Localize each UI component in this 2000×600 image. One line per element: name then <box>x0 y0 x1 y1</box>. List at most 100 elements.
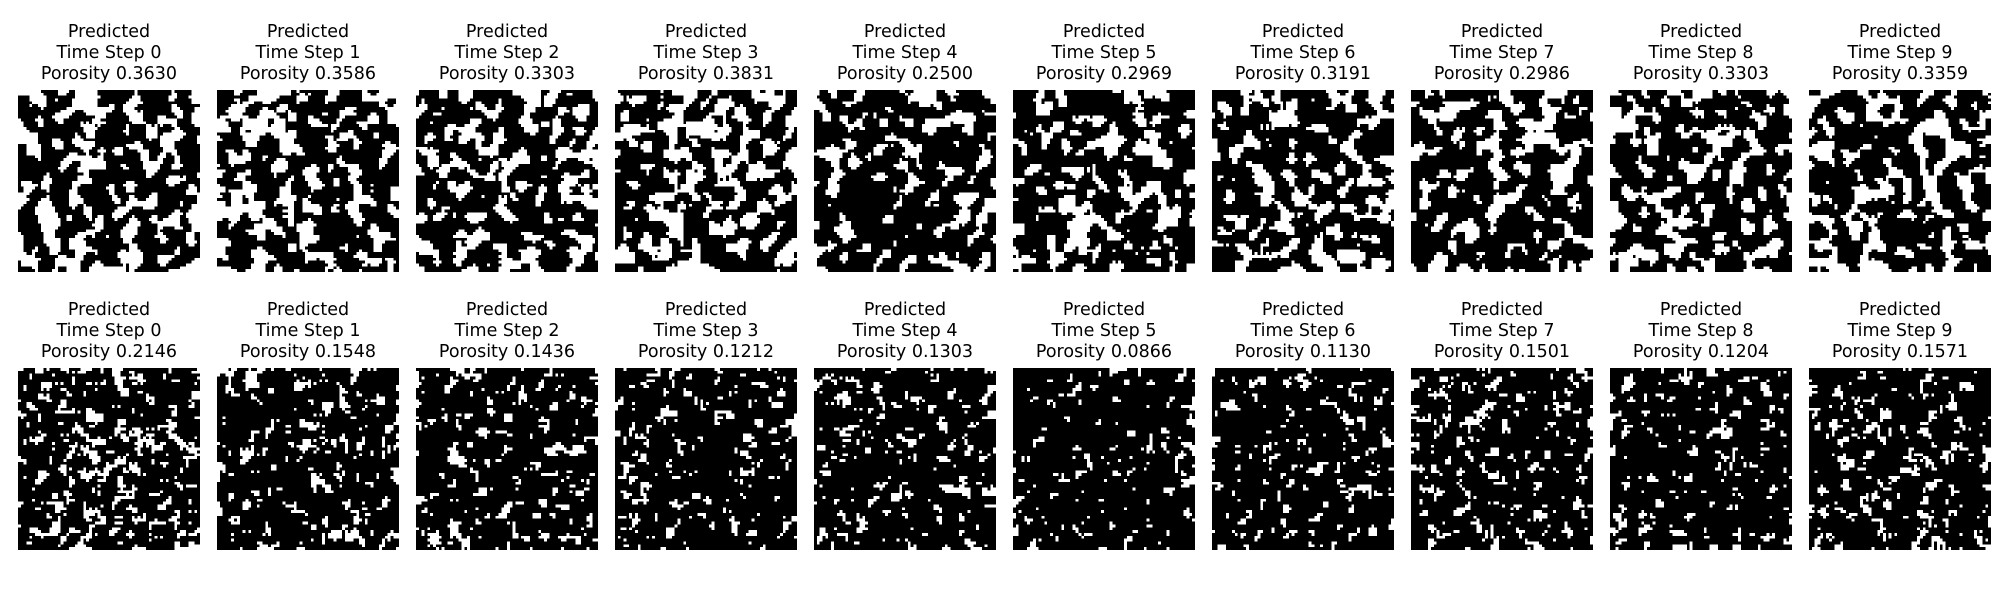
title-line1: Predicted <box>1062 22 1146 42</box>
microstructure-image <box>1212 90 1394 272</box>
title-line2: Time Step 0 <box>56 43 162 63</box>
panel-row1-step5: Predicted Time Step 5 Porosity 0.2969 <box>1013 22 1195 272</box>
panel-row1-step2: Predicted Time Step 2 Porosity 0.3303 <box>416 22 598 272</box>
microstructure-image <box>416 368 598 550</box>
title-line3: Porosity 0.3191 <box>1234 64 1372 84</box>
title-line2: Time Step 1 <box>255 43 361 63</box>
title-line3: Porosity 0.3630 <box>40 64 178 84</box>
title-line1: Predicted <box>1659 300 1743 320</box>
title-line3: Porosity 0.1130 <box>1234 342 1372 362</box>
title-line2: Time Step 6 <box>1250 43 1356 63</box>
title-line2: Time Step 6 <box>1250 321 1356 341</box>
title-line1: Predicted <box>1261 22 1345 42</box>
title-line3: Porosity 0.1571 <box>1831 342 1969 362</box>
microstructure-image <box>1411 90 1593 272</box>
microstructure-image <box>1411 368 1593 550</box>
microstructure-image <box>1809 368 1991 550</box>
panel-title: Predicted Time Step 1 Porosity 0.1548 <box>197 300 419 363</box>
title-line2: Time Step 8 <box>1648 43 1754 63</box>
title-line1: Predicted <box>266 300 350 320</box>
title-line2: Time Step 4 <box>852 43 958 63</box>
title-line1: Predicted <box>465 300 549 320</box>
microstructure-image <box>1013 368 1195 550</box>
panel-row2-step4: Predicted Time Step 4 Porosity 0.1303 <box>814 300 996 550</box>
panel-row1-step8: Predicted Time Step 8 Porosity 0.3303 <box>1610 22 1792 272</box>
title-line3: Porosity 0.1548 <box>239 342 377 362</box>
microstructure-image <box>217 368 399 550</box>
title-line2: Time Step 3 <box>653 321 759 341</box>
panel-row1-step4: Predicted Time Step 4 Porosity 0.2500 <box>814 22 996 272</box>
panel-row1-step9: Predicted Time Step 9 Porosity 0.3359 <box>1809 22 1991 272</box>
panel-row2-step7: Predicted Time Step 7 Porosity 0.1501 <box>1411 300 1593 550</box>
panel-title: Predicted Time Step 2 Porosity 0.1436 <box>396 300 618 363</box>
title-line1: Predicted <box>67 300 151 320</box>
title-line3: Porosity 0.2146 <box>40 342 178 362</box>
title-line1: Predicted <box>863 22 947 42</box>
microstructure-image <box>814 90 996 272</box>
title-line3: Porosity 0.1303 <box>836 342 974 362</box>
title-line1: Predicted <box>1659 22 1743 42</box>
title-line2: Time Step 9 <box>1847 43 1953 63</box>
title-line1: Predicted <box>465 22 549 42</box>
microstructure-image <box>1212 368 1394 550</box>
panel-row2-step3: Predicted Time Step 3 Porosity 0.1212 <box>615 300 797 550</box>
panel-title: Predicted Time Step 8 Porosity 0.1204 <box>1590 300 1812 363</box>
panel-title: Predicted Time Step 4 Porosity 0.1303 <box>794 300 1016 363</box>
microstructure-image <box>1809 90 1991 272</box>
panel-row2-step1: Predicted Time Step 1 Porosity 0.1548 <box>217 300 399 550</box>
title-line2: Time Step 2 <box>454 43 560 63</box>
panel-title: Predicted Time Step 6 Porosity 0.1130 <box>1192 300 1414 363</box>
title-line3: Porosity 0.3586 <box>239 64 377 84</box>
title-line2: Time Step 5 <box>1051 321 1157 341</box>
panel-title: Predicted Time Step 0 Porosity 0.3630 <box>0 22 220 85</box>
title-line2: Time Step 4 <box>852 321 958 341</box>
microstructure-image <box>18 90 200 272</box>
title-line1: Predicted <box>1858 22 1942 42</box>
panel-row1-step0: Predicted Time Step 0 Porosity 0.3630 <box>18 22 200 272</box>
panel-row1-step1: Predicted Time Step 1 Porosity 0.3586 <box>217 22 399 272</box>
panel-row1-step6: Predicted Time Step 6 Porosity 0.3191 <box>1212 22 1394 272</box>
panel-row2-step6: Predicted Time Step 6 Porosity 0.1130 <box>1212 300 1394 550</box>
title-line3: Porosity 0.2500 <box>836 64 974 84</box>
title-line3: Porosity 0.3359 <box>1831 64 1969 84</box>
panel-row1-step3: Predicted Time Step 3 Porosity 0.3831 <box>615 22 797 272</box>
panel-title: Predicted Time Step 3 Porosity 0.3831 <box>595 22 817 85</box>
title-line3: Porosity 0.1501 <box>1433 342 1571 362</box>
title-line2: Time Step 8 <box>1648 321 1754 341</box>
panel-title: Predicted Time Step 3 Porosity 0.1212 <box>595 300 817 363</box>
title-line2: Time Step 7 <box>1449 43 1555 63</box>
panel-row2-step5: Predicted Time Step 5 Porosity 0.0866 <box>1013 300 1195 550</box>
title-line1: Predicted <box>664 300 748 320</box>
title-line2: Time Step 1 <box>255 321 361 341</box>
title-line3: Porosity 0.3831 <box>637 64 775 84</box>
microstructure-image <box>1013 90 1195 272</box>
title-line1: Predicted <box>1858 300 1942 320</box>
panel-title: Predicted Time Step 8 Porosity 0.3303 <box>1590 22 1812 85</box>
title-line1: Predicted <box>1460 300 1544 320</box>
panel-row2-step2: Predicted Time Step 2 Porosity 0.1436 <box>416 300 598 550</box>
title-line3: Porosity 0.1436 <box>438 342 576 362</box>
title-line3: Porosity 0.3303 <box>1632 64 1770 84</box>
microstructure-image <box>217 90 399 272</box>
panel-title: Predicted Time Step 7 Porosity 0.2986 <box>1391 22 1613 85</box>
title-line2: Time Step 0 <box>56 321 162 341</box>
title-line1: Predicted <box>1261 300 1345 320</box>
panel-title: Predicted Time Step 2 Porosity 0.3303 <box>396 22 618 85</box>
title-line1: Predicted <box>1062 300 1146 320</box>
panel-title: Predicted Time Step 9 Porosity 0.1571 <box>1789 300 2000 363</box>
title-line3: Porosity 0.2969 <box>1035 64 1173 84</box>
title-line2: Time Step 5 <box>1051 43 1157 63</box>
panel-title: Predicted Time Step 5 Porosity 0.0866 <box>993 300 1215 363</box>
panel-title: Predicted Time Step 6 Porosity 0.3191 <box>1192 22 1414 85</box>
panel-title: Predicted Time Step 4 Porosity 0.2500 <box>794 22 1016 85</box>
panel-row2-step9: Predicted Time Step 9 Porosity 0.1571 <box>1809 300 1991 550</box>
title-line1: Predicted <box>67 22 151 42</box>
title-line3: Porosity 0.0866 <box>1035 342 1173 362</box>
title-line1: Predicted <box>1460 22 1544 42</box>
panel-row2-step0: Predicted Time Step 0 Porosity 0.2146 <box>18 300 200 550</box>
title-line1: Predicted <box>266 22 350 42</box>
title-line2: Time Step 9 <box>1847 321 1953 341</box>
microstructure-image <box>416 90 598 272</box>
panel-title: Predicted Time Step 7 Porosity 0.1501 <box>1391 300 1613 363</box>
